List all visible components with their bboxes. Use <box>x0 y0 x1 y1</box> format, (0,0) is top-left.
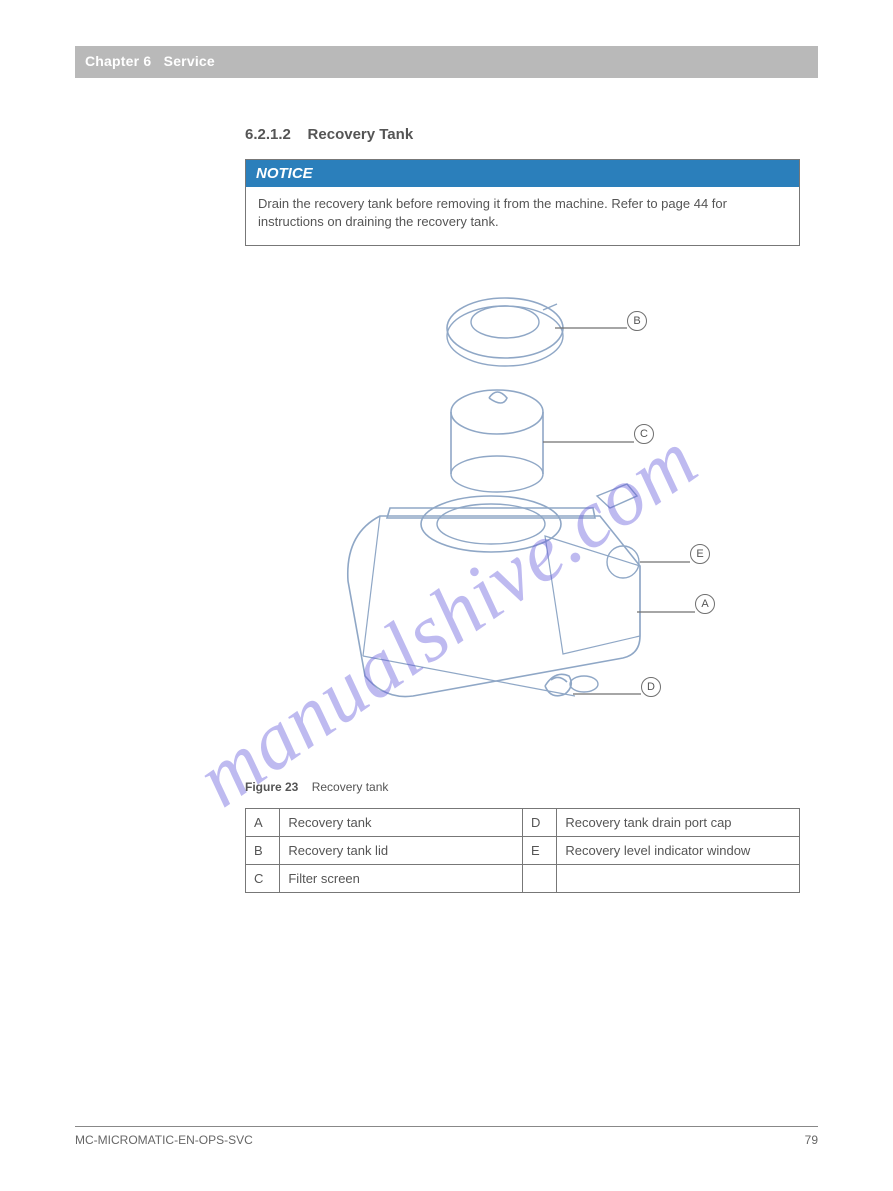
footer-doc-id: MC-MICROMATIC-EN-OPS-SVC <box>75 1133 253 1147</box>
section-number: 6.2.1.2 <box>245 126 291 143</box>
footer: MC-MICROMATIC-EN-OPS-SVC 79 <box>75 1126 818 1147</box>
figure-caption-label: Figure 23 <box>245 780 298 794</box>
drain-port <box>570 676 598 692</box>
lid-dome <box>471 306 539 338</box>
table-row: A Recovery tank D Recovery tank drain po… <box>246 809 800 837</box>
cell-key: D <box>522 809 556 837</box>
cell-val <box>557 865 800 893</box>
footer-page-number: 79 <box>805 1133 818 1147</box>
tank-floor-edge <box>363 656 575 696</box>
callout-C: C <box>634 424 654 444</box>
callout-D-label: D <box>641 677 661 697</box>
callout-B: B <box>627 311 647 331</box>
tank-body <box>348 516 640 697</box>
figure-caption: Figure 23 Recovery tank <box>245 780 818 794</box>
cell-val: Recovery level indicator window <box>557 837 800 865</box>
cell-key: B <box>246 837 280 865</box>
cell-val: Recovery tank lid <box>280 837 523 865</box>
diagram-svg <box>245 256 800 756</box>
callout-A: A <box>695 594 715 614</box>
cell-key <box>522 865 556 893</box>
filter-knob <box>489 392 507 403</box>
parts-table: A Recovery tank D Recovery tank drain po… <box>245 808 800 893</box>
section-title: Recovery Tank <box>308 126 414 143</box>
callout-B-label: B <box>627 311 647 331</box>
cell-val: Recovery tank <box>280 809 523 837</box>
page: Chapter 6 Service 6.2.1.2 Recovery Tank … <box>0 0 893 1191</box>
cell-val: Filter screen <box>280 865 523 893</box>
tank-side-line <box>363 516 380 656</box>
section-heading: 6.2.1.2 Recovery Tank <box>245 126 818 143</box>
header-section: Service <box>164 53 215 69</box>
header-chapter: Chapter 6 <box>85 53 151 69</box>
tank-front-panel <box>545 536 640 654</box>
notice-label: NOTICE <box>246 160 799 187</box>
notice-body: Drain the recovery tank before removing … <box>246 187 799 245</box>
lid-outer <box>447 298 563 358</box>
callout-E-label: E <box>690 544 710 564</box>
notice-box: NOTICE Drain the recovery tank before re… <box>245 159 800 246</box>
table-row: C Filter screen <box>246 865 800 893</box>
content-column: 6.2.1.2 Recovery Tank NOTICE Drain the r… <box>245 126 818 893</box>
figure: B C E A D <box>245 256 800 776</box>
callout-C-label: C <box>634 424 654 444</box>
figure-caption-text: Recovery tank <box>312 780 389 794</box>
cell-key: A <box>246 809 280 837</box>
filter-top <box>451 390 543 434</box>
spout <box>597 484 637 508</box>
tank-opening-inner <box>437 504 545 544</box>
filter-bottom <box>451 456 543 492</box>
header-bar: Chapter 6 Service <box>75 46 818 78</box>
cell-key: C <box>246 865 280 893</box>
indicator-window <box>607 546 639 578</box>
table-row: B Recovery tank lid E Recovery level ind… <box>246 837 800 865</box>
callout-A-label: A <box>695 594 715 614</box>
cell-key: E <box>522 837 556 865</box>
cell-val: Recovery tank drain port cap <box>557 809 800 837</box>
lid-rim <box>447 306 563 366</box>
callout-D: D <box>641 677 661 697</box>
callout-E: E <box>690 544 710 564</box>
